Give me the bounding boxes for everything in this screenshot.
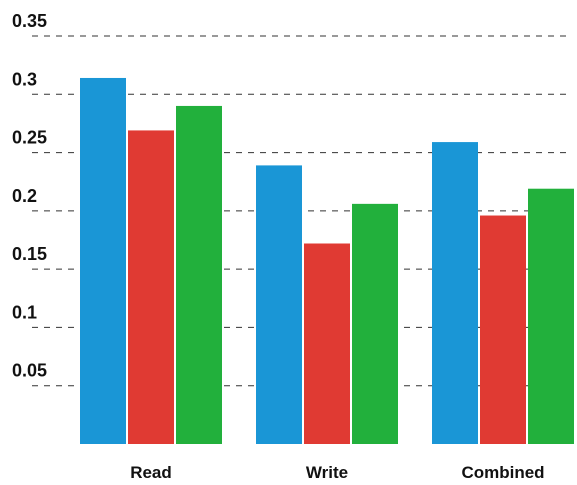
bar-write-series-3 [352,203,398,444]
bar-combined-series-1 [432,142,478,444]
y-tick-label: 0.05 [12,361,47,381]
bar-write-series-2 [304,243,350,444]
bar-combined-series-3 [528,188,574,444]
bar-combined-series-2 [480,215,526,444]
bar-read-series-1 [80,77,126,445]
y-tick-label: 0.15 [12,244,47,264]
category-label-read: Read [130,463,172,482]
y-axis-tick-labels: 0.05 0.1 0.15 0.2 0.25 0.3 0.35 [12,11,47,381]
bars [80,77,574,445]
y-tick-label: 0.1 [12,302,37,322]
y-tick-label: 0.25 [12,128,47,148]
y-tick-label: 0.35 [12,11,47,31]
bar-read-series-3 [176,105,222,444]
bar-write-series-1 [256,165,302,444]
category-label-combined: Combined [461,463,544,482]
bar-read-series-2 [128,130,174,444]
y-tick-label: 0.3 [12,69,37,89]
y-tick-label: 0.2 [12,186,37,206]
x-axis-category-labels: Read Write Combined [130,463,544,482]
category-label-write: Write [306,463,348,482]
